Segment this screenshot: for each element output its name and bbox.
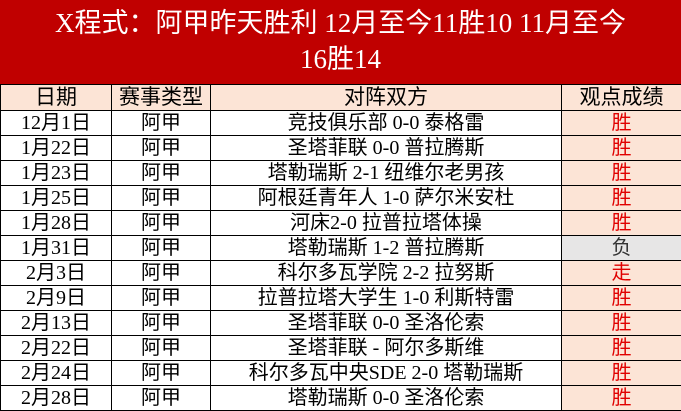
cell-result: 胜 xyxy=(562,361,681,386)
page-title: X程式：阿甲昨天胜利 12月至今11胜10 11月至今 16胜14 xyxy=(0,0,681,84)
cell-date: 1月22日 xyxy=(1,136,112,161)
table-row: 2月3日阿甲科尔多瓦学院 2-2 拉努斯走 xyxy=(1,261,681,286)
cell-date: 2月22日 xyxy=(1,336,112,361)
cell-date: 1月31日 xyxy=(1,236,112,261)
cell-result: 胜 xyxy=(562,111,681,136)
table-row: 1月28日阿甲河床2-0 拉普拉塔体操胜 xyxy=(1,211,681,236)
cell-match: 塔勒瑞斯 1-2 普拉腾斯 xyxy=(211,236,562,261)
cell-result: 胜 xyxy=(562,311,681,336)
cell-match: 圣塔菲联 - 阿尔多斯维 xyxy=(211,336,562,361)
header-result: 观点成绩 xyxy=(562,85,681,111)
cell-match: 圣塔菲联 0-0 普拉腾斯 xyxy=(211,136,562,161)
cell-result: 走 xyxy=(562,261,681,286)
table-row: 2月13日阿甲圣塔菲联 0-0 圣洛伦索胜 xyxy=(1,311,681,336)
cell-date: 1月25日 xyxy=(1,186,112,211)
cell-type: 阿甲 xyxy=(112,211,211,236)
cell-match: 科尔多瓦中央SDE 2-0 塔勒瑞斯 xyxy=(211,361,562,386)
cell-result: 胜 xyxy=(562,186,681,211)
table-row: 2月9日阿甲拉普拉塔大学生 1-0 利斯特雷胜 xyxy=(1,286,681,311)
cell-match: 阿根廷青年人 1-0 萨尔米安杜 xyxy=(211,186,562,211)
cell-match: 圣塔菲联 0-0 圣洛伦索 xyxy=(211,311,562,336)
cell-date: 1月28日 xyxy=(1,211,112,236)
cell-date: 2月13日 xyxy=(1,311,112,336)
cell-type: 阿甲 xyxy=(112,361,211,386)
title-line-2: 16胜14 xyxy=(0,41,681,77)
cell-type: 阿甲 xyxy=(112,386,211,411)
table-header: 日期 赛事类型 对阵双方 观点成绩 xyxy=(1,85,681,111)
table-row: 2月22日阿甲圣塔菲联 - 阿尔多斯维胜 xyxy=(1,336,681,361)
cell-match: 科尔多瓦学院 2-2 拉努斯 xyxy=(211,261,562,286)
header-date: 日期 xyxy=(1,85,112,111)
table-row: 2月28日阿甲塔勒瑞斯 0-0 圣洛伦索胜 xyxy=(1,386,681,411)
cell-match: 拉普拉塔大学生 1-0 利斯特雷 xyxy=(211,286,562,311)
cell-date: 1月23日 xyxy=(1,161,112,186)
cell-result: 胜 xyxy=(562,336,681,361)
cell-result: 负 xyxy=(562,236,681,261)
cell-match: 河床2-0 拉普拉塔体操 xyxy=(211,211,562,236)
cell-date: 2月24日 xyxy=(1,361,112,386)
cell-date: 12月1日 xyxy=(1,111,112,136)
title-line-1: X程式：阿甲昨天胜利 12月至今11胜10 11月至今 xyxy=(0,5,681,41)
cell-match: 塔勒瑞斯 2-1 纽维尔老男孩 xyxy=(211,161,562,186)
cell-result: 胜 xyxy=(562,161,681,186)
cell-type: 阿甲 xyxy=(112,261,211,286)
table-row: 1月31日阿甲塔勒瑞斯 1-2 普拉腾斯负 xyxy=(1,236,681,261)
cell-type: 阿甲 xyxy=(112,136,211,161)
cell-result: 胜 xyxy=(562,136,681,161)
cell-match: 竞技俱乐部 0-0 泰格雷 xyxy=(211,111,562,136)
table-row: 1月23日阿甲塔勒瑞斯 2-1 纽维尔老男孩胜 xyxy=(1,161,681,186)
cell-type: 阿甲 xyxy=(112,186,211,211)
table-row: 1月25日阿甲阿根廷青年人 1-0 萨尔米安杜胜 xyxy=(1,186,681,211)
cell-type: 阿甲 xyxy=(112,311,211,336)
cell-type: 阿甲 xyxy=(112,286,211,311)
cell-result: 胜 xyxy=(562,211,681,236)
cell-type: 阿甲 xyxy=(112,236,211,261)
cell-match: 塔勒瑞斯 0-0 圣洛伦索 xyxy=(211,386,562,411)
table-row: 12月1日阿甲竞技俱乐部 0-0 泰格雷胜 xyxy=(1,111,681,136)
header-match: 对阵双方 xyxy=(211,85,562,111)
cell-result: 胜 xyxy=(562,286,681,311)
cell-type: 阿甲 xyxy=(112,111,211,136)
header-type: 赛事类型 xyxy=(112,85,211,111)
table-row: 1月22日阿甲圣塔菲联 0-0 普拉腾斯胜 xyxy=(1,136,681,161)
cell-type: 阿甲 xyxy=(112,336,211,361)
cell-result: 胜 xyxy=(562,386,681,411)
cell-date: 2月3日 xyxy=(1,261,112,286)
cell-date: 2月9日 xyxy=(1,286,112,311)
table-row: 2月24日阿甲科尔多瓦中央SDE 2-0 塔勒瑞斯胜 xyxy=(1,361,681,386)
cell-type: 阿甲 xyxy=(112,161,211,186)
cell-date: 2月28日 xyxy=(1,386,112,411)
